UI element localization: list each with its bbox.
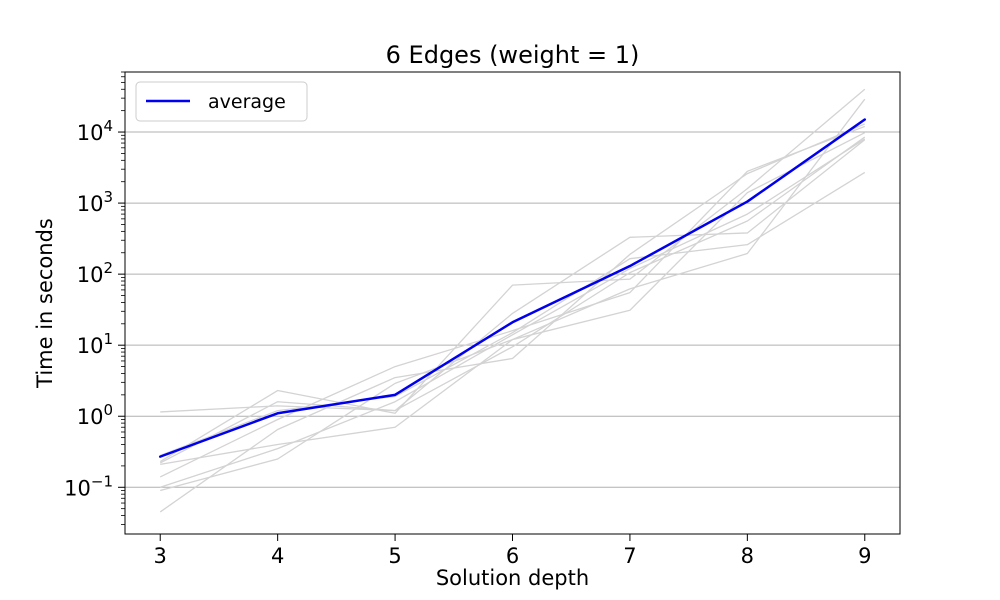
average-layer — [158, 118, 867, 458]
y-tick-label-2: 101 — [77, 330, 113, 358]
series-run-line-4 — [159, 139, 866, 464]
series-run-line-2 — [159, 88, 866, 463]
x-tick-label-4: 7 — [623, 544, 636, 568]
x-tick-label-0: 3 — [154, 544, 167, 568]
legend-average-label: average — [208, 91, 286, 113]
x-tick-label-3: 6 — [506, 544, 519, 568]
x-axis-label: Solution depth — [436, 566, 589, 590]
y-tick-label-1: 100 — [77, 401, 113, 429]
y-tick-label-3: 102 — [77, 259, 113, 287]
legend-box — [135, 81, 308, 122]
y-tick-label-4: 103 — [77, 188, 113, 216]
series-run-line-7 — [160, 132, 866, 466]
x-tick-label-6: 9 — [858, 544, 871, 568]
series-run-line-1 — [160, 136, 866, 413]
grid-layer — [125, 131, 900, 488]
series-run-line-5 — [160, 98, 866, 492]
x-tick-label-5: 8 — [741, 544, 754, 568]
y-tick-label-0: 10−1 — [64, 472, 113, 500]
series-run-line-6 — [159, 123, 866, 513]
y-axis-label: Time in seconds — [33, 218, 57, 389]
series-run-line-8 — [159, 171, 866, 457]
plot-frame — [124, 71, 901, 535]
axes-layer: 10−1 100 101 102 103 104 3 4 5 6 7 8 9 — [64, 71, 871, 568]
x-tick-label-2: 5 — [388, 544, 401, 568]
chart-title: 6 Edges (weight = 1) — [386, 41, 640, 69]
series-average-line — [158, 118, 867, 458]
series-run-line-3 — [159, 125, 866, 478]
series-run-line-9 — [160, 138, 866, 488]
legend: average — [135, 81, 308, 122]
runs-layer — [159, 88, 866, 513]
x-tick-label-1: 4 — [271, 544, 284, 568]
y-tick-label-5: 104 — [77, 117, 113, 145]
